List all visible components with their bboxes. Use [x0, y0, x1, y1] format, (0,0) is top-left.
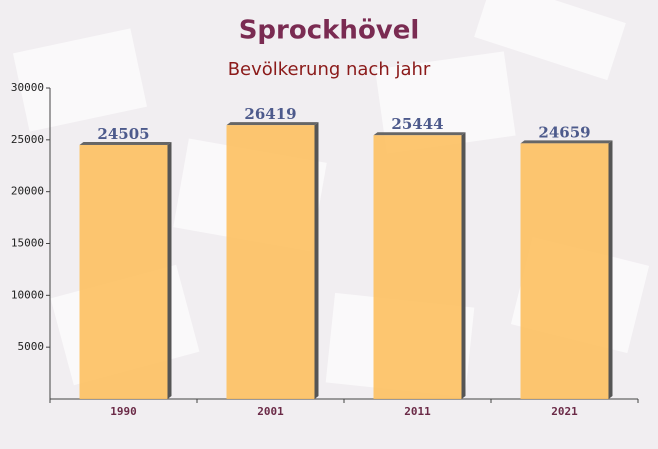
- bar-shadow: [167, 141, 172, 399]
- bar-top: [520, 140, 613, 144]
- bar: [226, 125, 315, 399]
- x-tick-label: 1990: [110, 405, 137, 418]
- y-tick-label: 15000: [11, 237, 44, 250]
- y-tick-label: 30000: [11, 81, 44, 94]
- bar-top: [226, 122, 319, 126]
- x-tick-label: 2011: [404, 405, 431, 418]
- x-tick-label: 2001: [257, 405, 284, 418]
- value-label: 25444: [391, 115, 443, 133]
- bar: [520, 143, 609, 399]
- value-label: 24505: [97, 125, 149, 143]
- value-label: 24659: [538, 123, 590, 141]
- value-label: 26419: [244, 105, 296, 123]
- bar-shadow: [608, 140, 613, 400]
- bar: [79, 144, 168, 399]
- bar-shadow: [461, 132, 466, 399]
- chart-subtitle: Bevölkerung nach jahr: [228, 59, 431, 80]
- y-tick-label: 5000: [18, 340, 45, 353]
- bar: [373, 135, 462, 399]
- x-tick-label: 2021: [551, 405, 578, 418]
- bar-top: [79, 141, 172, 145]
- y-tick-label: 10000: [11, 288, 44, 301]
- bar-shadow: [314, 122, 319, 399]
- chart-title: Sprockhövel: [239, 16, 420, 46]
- bar-top: [373, 132, 466, 136]
- y-tick-label: 25000: [11, 133, 44, 146]
- y-tick-label: 20000: [11, 185, 44, 198]
